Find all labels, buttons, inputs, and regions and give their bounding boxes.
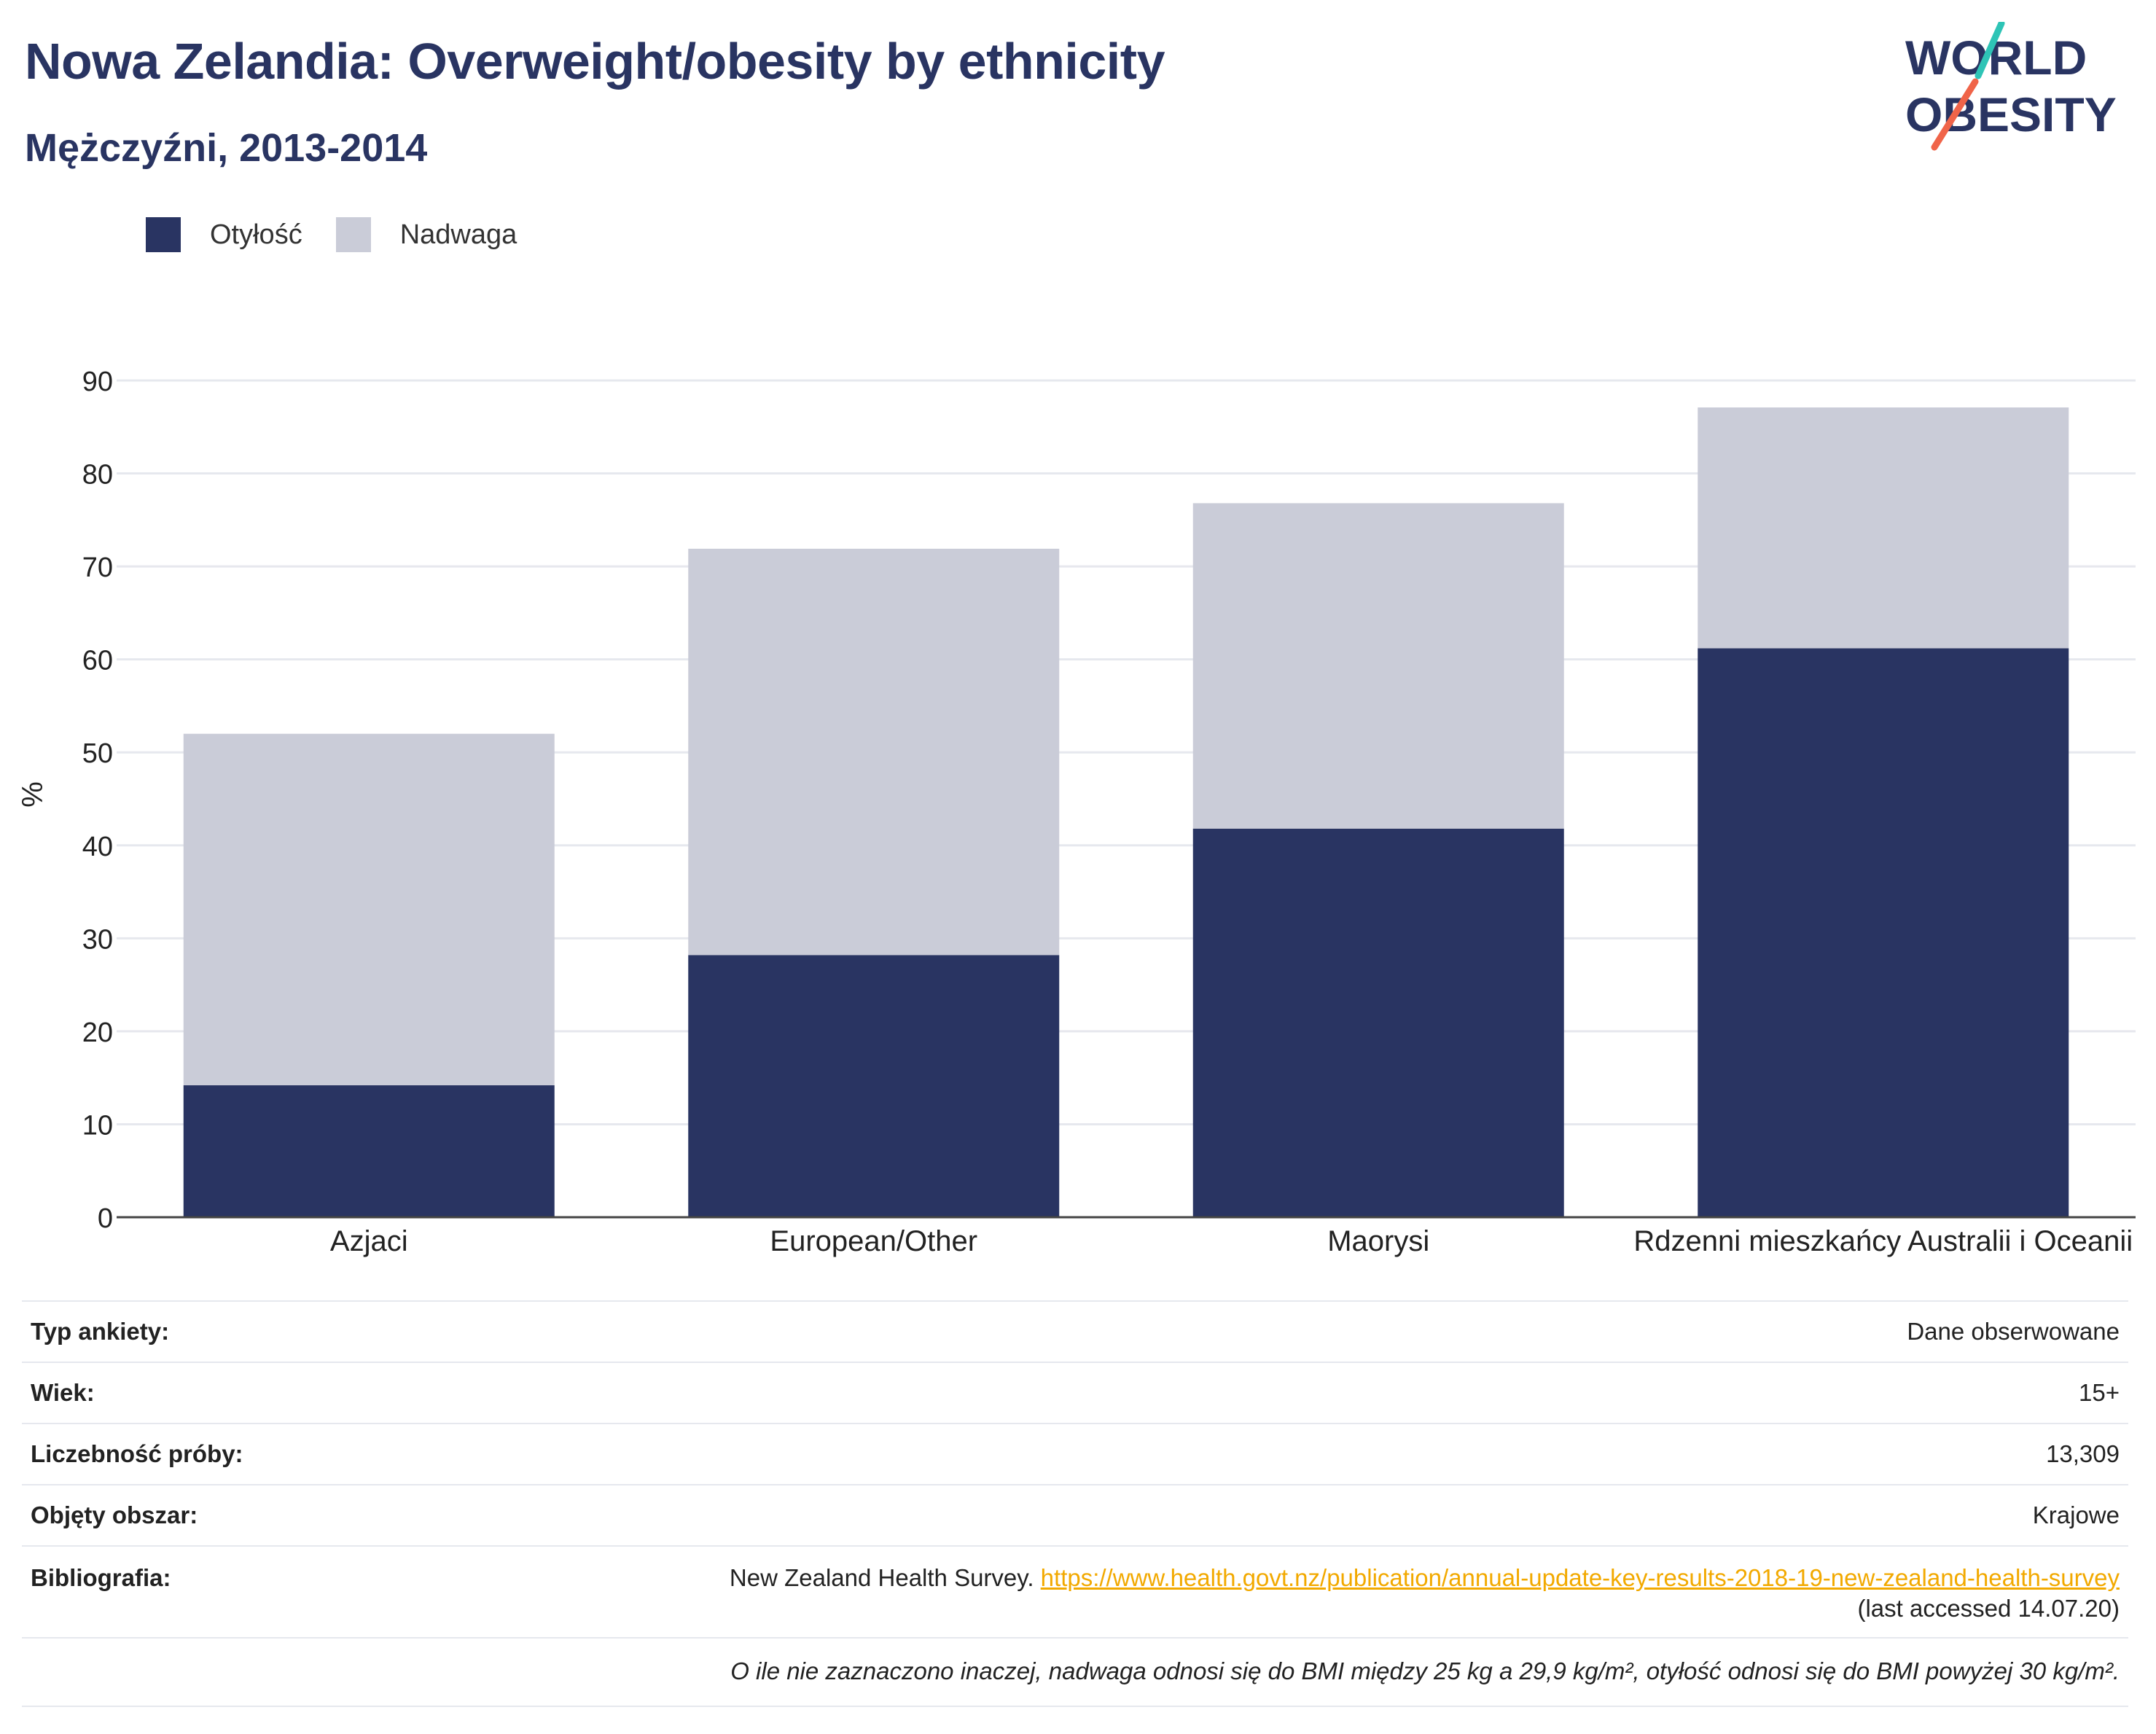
bar-overweight xyxy=(183,733,555,1085)
bar-overweight xyxy=(1698,407,2069,649)
bibliography-accessed: (last accessed 14.07.20) xyxy=(1857,1595,2120,1622)
x-tick-label: Azjaci xyxy=(330,1225,408,1257)
legend-swatch-obesity xyxy=(146,217,181,252)
y-tick-label: 0 xyxy=(98,1203,113,1234)
info-value: 13,309 xyxy=(477,1423,2128,1485)
legend-label-overweight: Nadwaga xyxy=(399,219,517,250)
y-axis-ticks: 0 10 20 30 40 50 60 70 80 90 xyxy=(82,367,113,1234)
note-row: O ile nie zaznaczono inaczej, nadwaga od… xyxy=(22,1637,2128,1707)
chart-title: Nowa Zelandia: Overweight/obesity by eth… xyxy=(25,33,1165,90)
info-value: Krajowe xyxy=(477,1484,2128,1546)
bar-obesity xyxy=(688,955,1060,1217)
info-label: Liczebność próby: xyxy=(22,1423,477,1485)
x-tick-label: Rdzenni mieszkańcy Australii i Oceanii xyxy=(1633,1225,2133,1257)
info-label: Wiek: xyxy=(22,1362,477,1423)
y-tick-label: 70 xyxy=(82,552,113,583)
stacked-bar-chart: 0 10 20 30 40 50 60 70 80 90 % Azjaci European/Oth… xyxy=(17,367,2136,1257)
legend-swatch-overweight xyxy=(335,217,371,252)
bibliography-row: Bibliografia: New Zealand Health Survey.… xyxy=(22,1545,2128,1638)
y-tick-label: 40 xyxy=(82,832,113,862)
legend-item-obesity[interactable]: Otyłość xyxy=(146,217,302,252)
bar-obesity xyxy=(1698,648,2069,1217)
info-row: Objęty obszar: Krajowe xyxy=(22,1484,2128,1546)
y-tick-label: 60 xyxy=(82,646,113,676)
logo-slash-teal xyxy=(1975,22,2005,79)
bar-obesity xyxy=(183,1085,555,1217)
info-value: 15+ xyxy=(477,1362,2128,1423)
x-tick-label: Maorysi xyxy=(1327,1225,1429,1257)
y-tick-label: 80 xyxy=(82,460,113,491)
bibliography-label: Bibliografia: xyxy=(22,1545,477,1638)
info-row: Wiek: 15+ xyxy=(22,1362,2128,1423)
info-value: Dane obserwowane xyxy=(477,1300,2128,1362)
bibliography-link[interactable]: https://www.health.govt.nz/publication/a… xyxy=(1040,1564,2120,1591)
bars xyxy=(183,407,2069,1217)
chart-subtitle: Mężczyźni, 2013-2014 xyxy=(25,126,428,170)
info-label: Typ ankiety: xyxy=(22,1300,477,1362)
chart-legend: Otyłość Nadwaga xyxy=(146,217,550,252)
y-tick-label: 90 xyxy=(82,367,113,397)
logo-slash-red xyxy=(1931,78,1979,151)
bibliography-value: New Zealand Health Survey. https://www.h… xyxy=(477,1545,2128,1638)
bibliography-text: New Zealand Health Survey. xyxy=(729,1564,1041,1591)
legend-item-overweight[interactable]: Nadwaga xyxy=(335,217,517,252)
logo-text-obesity: OBESITY xyxy=(1905,87,2117,141)
info-row: Liczebność próby: 13,309 xyxy=(22,1423,2128,1485)
bar-obesity xyxy=(1192,828,1564,1217)
x-axis-ticks: Azjaci European/Other Maorysi Rdzenni miesz… xyxy=(330,1225,2133,1257)
bmi-footnote: O ile nie zaznaczono inaczej, nadwaga od… xyxy=(22,1637,2128,1707)
y-tick-label: 50 xyxy=(82,738,113,769)
y-tick-label: 10 xyxy=(82,1110,113,1141)
y-tick-label: 30 xyxy=(82,924,113,955)
bar-overweight xyxy=(1192,503,1564,829)
survey-info-table: Typ ankiety: Dane obserwowane Wiek: 15+ … xyxy=(22,1300,2128,1707)
y-axis-label: % xyxy=(17,781,49,808)
info-label: Objęty obszar: xyxy=(22,1484,477,1546)
world-obesity-logo[interactable]: WORLD OBESITY xyxy=(1902,22,2143,153)
y-tick-label: 20 xyxy=(82,1018,113,1048)
legend-label-obesity: Otyłość xyxy=(210,219,302,250)
bar-overweight xyxy=(688,548,1060,956)
x-tick-label: European/Other xyxy=(770,1225,977,1257)
info-row: Typ ankiety: Dane obserwowane xyxy=(22,1300,2128,1362)
